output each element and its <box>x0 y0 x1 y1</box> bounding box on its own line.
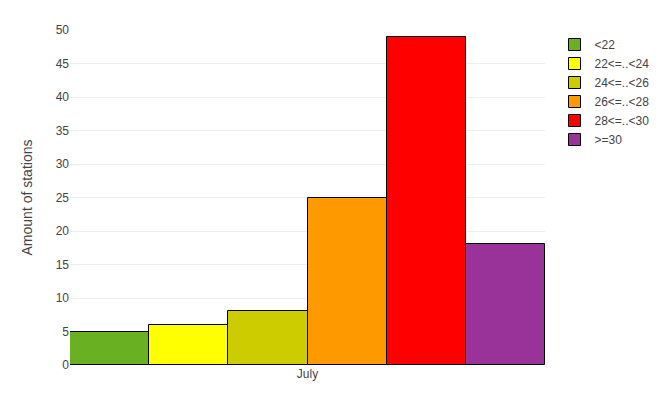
svg-text:10: 10 <box>56 291 70 305</box>
svg-text:35: 35 <box>56 124 70 138</box>
svg-text:>=30: >=30 <box>595 133 623 147</box>
svg-text:30: 30 <box>56 157 70 171</box>
svg-text:24<=..<26: 24<=..<26 <box>595 76 650 90</box>
svg-text:22<=..<24: 22<=..<24 <box>595 57 650 71</box>
svg-text:0: 0 <box>62 358 69 372</box>
svg-text:50: 50 <box>56 23 70 37</box>
svg-text:28<=..<30: 28<=..<30 <box>595 114 650 128</box>
svg-text:5: 5 <box>62 325 69 339</box>
svg-text:40: 40 <box>56 90 70 104</box>
svg-text:25: 25 <box>56 191 70 205</box>
svg-text:<22: <22 <box>595 38 616 52</box>
svg-text:July: July <box>297 367 318 381</box>
svg-text:20: 20 <box>56 224 70 238</box>
svg-text:15: 15 <box>56 258 70 272</box>
svg-text:Amount of stations: Amount of stations <box>19 140 35 256</box>
svg-text:45: 45 <box>56 57 70 71</box>
svg-text:26<=..<28: 26<=..<28 <box>595 95 650 109</box>
